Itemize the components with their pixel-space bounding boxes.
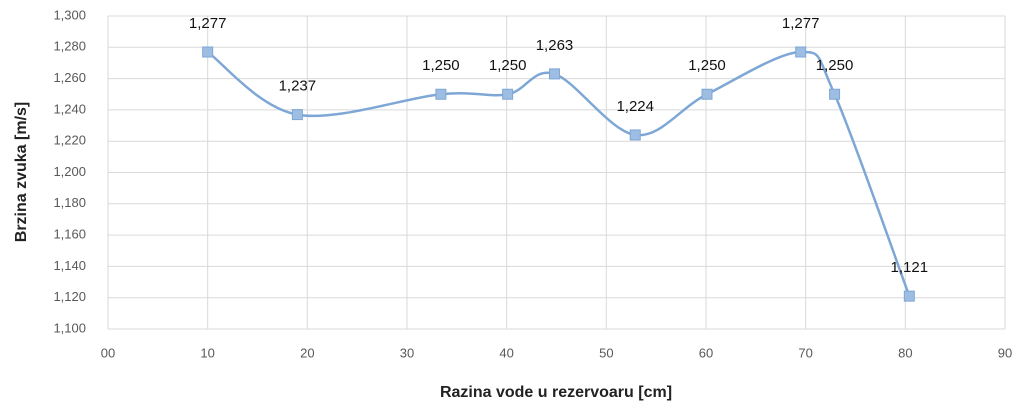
y-axis-title: Brzina zvuka [m/s] [13, 102, 30, 242]
y-tick-label: 1,120 [53, 289, 86, 304]
x-tick-label: 30 [400, 345, 414, 360]
marker [202, 46, 214, 58]
data-label: 1,121 [891, 259, 929, 276]
x-tick-label: 50 [599, 345, 613, 360]
marker [502, 88, 514, 100]
marker [903, 290, 915, 302]
data-label: 1,237 [279, 78, 317, 95]
y-tick-label: 1,240 [53, 101, 86, 116]
x-tick-label: 20 [300, 345, 314, 360]
data-label: 1,250 [489, 57, 527, 74]
y-tick-label: 1,220 [53, 133, 86, 148]
x-tick-label: 00 [101, 345, 115, 360]
y-tick-label: 1,180 [53, 195, 86, 210]
y-tick-label: 1,260 [53, 70, 86, 85]
data-label: 1,277 [782, 15, 820, 32]
y-tick-label: 1,140 [53, 258, 86, 273]
x-axis-title: Razina vode u rezervoaru [cm] [440, 384, 672, 401]
data-label: 1,224 [616, 98, 654, 115]
data-label: 1,263 [536, 37, 574, 54]
y-tick-label: 1,160 [53, 227, 86, 242]
marker [435, 88, 447, 100]
x-tick-label: 60 [699, 345, 713, 360]
data-label: 1,250 [422, 57, 460, 74]
marker [549, 68, 561, 80]
data-label: 1,277 [189, 15, 227, 32]
y-tick-label: 1,300 [53, 7, 86, 22]
marker [795, 46, 807, 58]
x-tick-label: 80 [898, 345, 912, 360]
x-tick-label: 70 [798, 345, 812, 360]
x-tick-label: 90 [998, 345, 1012, 360]
marker [291, 109, 303, 121]
marker [629, 129, 641, 141]
x-tick-label: 40 [499, 345, 513, 360]
y-tick-label: 1,200 [53, 164, 86, 179]
y-tick-label: 1,280 [53, 39, 86, 54]
line [206, 50, 911, 297]
data-label: 1,250 [688, 57, 726, 74]
y-tick-label: 1,100 [53, 320, 86, 335]
x-tick-label: 10 [200, 345, 214, 360]
marker [701, 88, 713, 100]
data-label: 1,250 [816, 57, 854, 74]
marker [829, 88, 841, 100]
